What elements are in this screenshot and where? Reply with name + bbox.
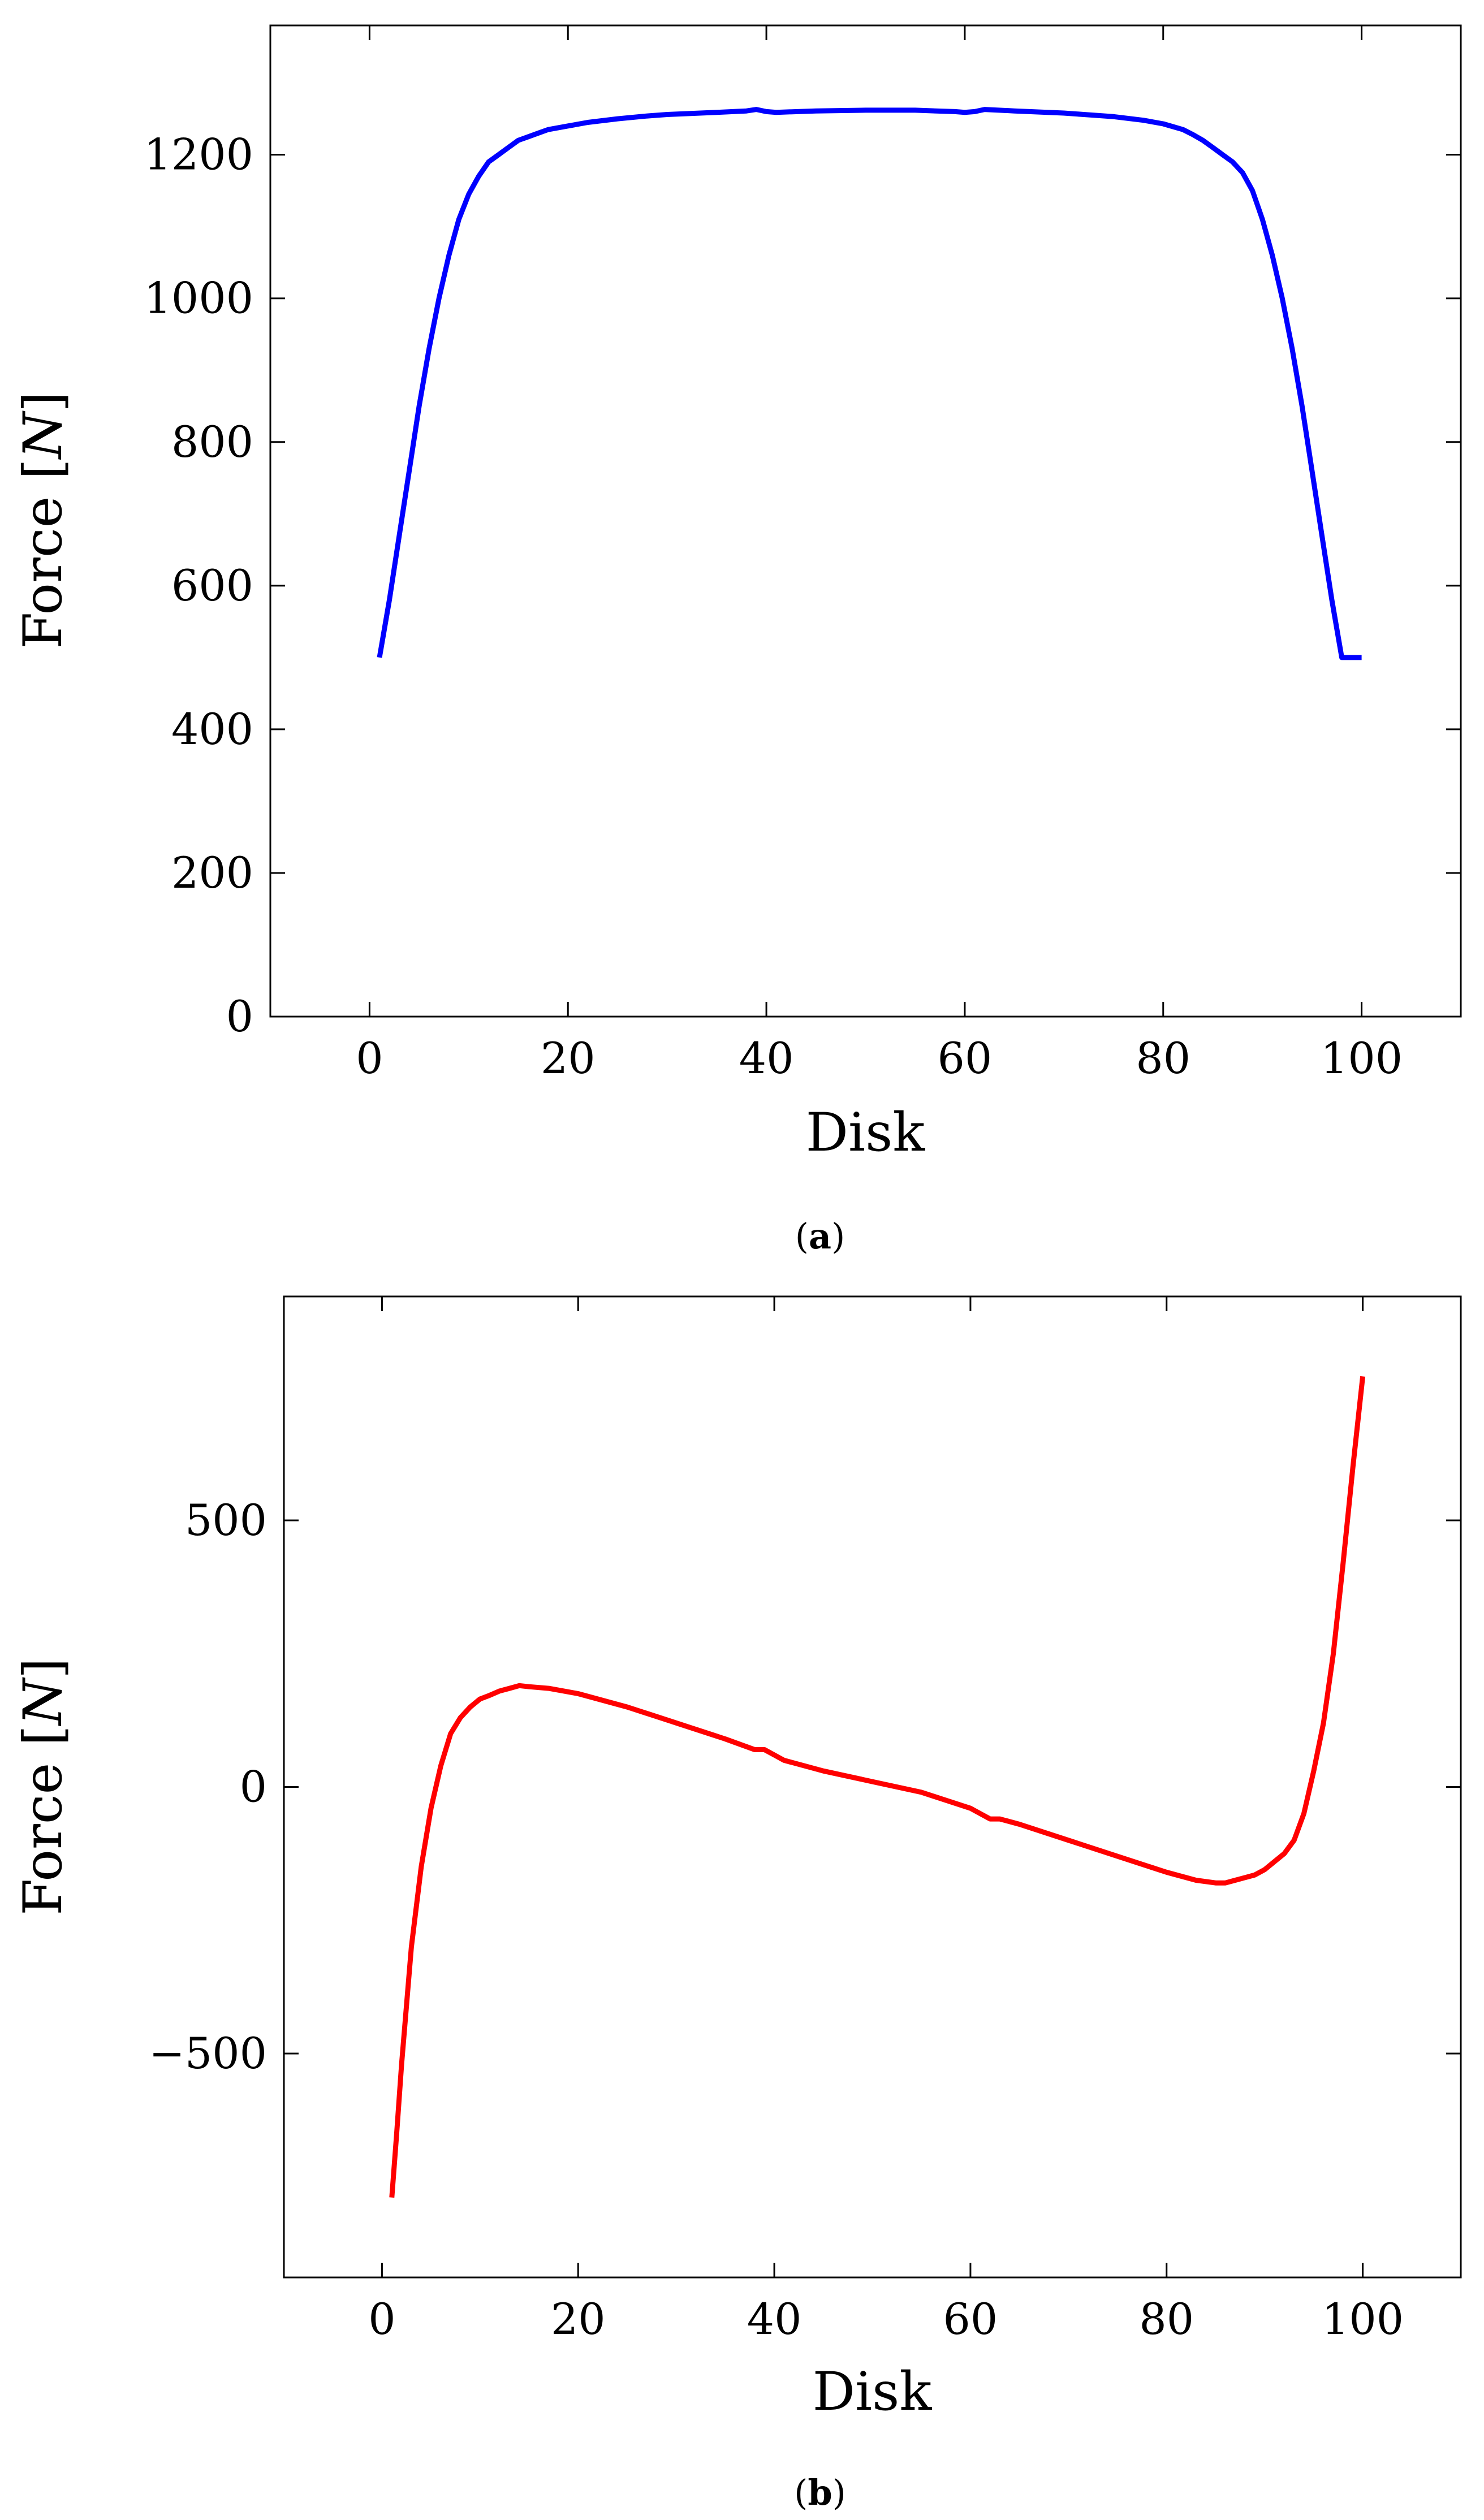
y-tick-label: 500 <box>185 1495 267 1545</box>
caption-open: ( <box>795 1216 809 1257</box>
x-tick-label: 40 <box>739 1033 794 1083</box>
y-axis-unit-open: [ <box>12 459 74 479</box>
x-tick-label: 0 <box>356 1033 383 1083</box>
y-axis-label: Force [N] <box>12 1658 74 1915</box>
y-axis-unit-close: ] <box>12 391 74 412</box>
y-tick-label: 0 <box>240 1762 267 1812</box>
y-tick-label: 800 <box>171 417 253 467</box>
caption-letter: b <box>808 2472 832 2513</box>
caption-letter: a <box>809 1216 831 1257</box>
chart-panel-b: 0 20 40 60 80 100 −500 0 500 Disk Force [N] (b) <box>12 1295 1462 2513</box>
y-tick-label: −500 <box>149 2028 267 2078</box>
x-tick-label: 80 <box>1136 1033 1190 1083</box>
x-tick-label: 60 <box>943 2294 998 2344</box>
series-line-0 <box>389 1376 1366 2198</box>
y-tick-label: 0 <box>226 991 253 1041</box>
series-group <box>389 1376 1366 2198</box>
y-tick-label: 1000 <box>144 273 253 323</box>
x-tick-label: 40 <box>747 2294 802 2344</box>
x-tick-label: 100 <box>1321 1033 1403 1083</box>
series-line-0 <box>377 107 1362 660</box>
panel-caption-a: (a) <box>795 1216 845 1257</box>
panel-caption-b: (b) <box>794 2472 846 2513</box>
y-tick-label: 400 <box>171 704 253 754</box>
series-group <box>377 107 1362 660</box>
caption-open: ( <box>794 2472 808 2513</box>
y-axis-label-text: Force <box>12 1746 74 1916</box>
plot-frame <box>283 1295 1462 2279</box>
tick-labels: 0 20 40 60 80 100 −500 0 500 <box>149 1495 1404 2344</box>
y-axis-unit-close: ] <box>12 1658 74 1679</box>
y-tick-label: 1200 <box>144 129 253 180</box>
x-tick-label: 0 <box>368 2294 395 2344</box>
x-tick-label: 20 <box>541 1033 596 1083</box>
y-tick-label: 200 <box>171 848 253 898</box>
y-tick-label: 600 <box>171 560 253 611</box>
axis-ticks <box>270 25 1461 1018</box>
x-tick-label: 80 <box>1139 2294 1194 2344</box>
caption-close: ) <box>831 1216 845 1257</box>
x-tick-label: 60 <box>938 1033 993 1083</box>
x-tick-label: 20 <box>551 2294 606 2344</box>
x-axis-label: Disk <box>806 1102 926 1164</box>
y-axis-label: Force [N] <box>12 391 74 649</box>
axis-ticks <box>284 1296 1461 2277</box>
y-axis-label-text: Force <box>12 479 74 649</box>
y-axis-unit: N <box>12 410 74 460</box>
y-axis-unit: N <box>12 1677 74 1726</box>
caption-close: ) <box>832 2472 846 2513</box>
x-tick-label: 100 <box>1322 2294 1404 2344</box>
y-axis-unit-open: [ <box>12 1725 74 1746</box>
plot-frame <box>269 24 1462 1018</box>
x-axis-label: Disk <box>813 2361 933 2423</box>
